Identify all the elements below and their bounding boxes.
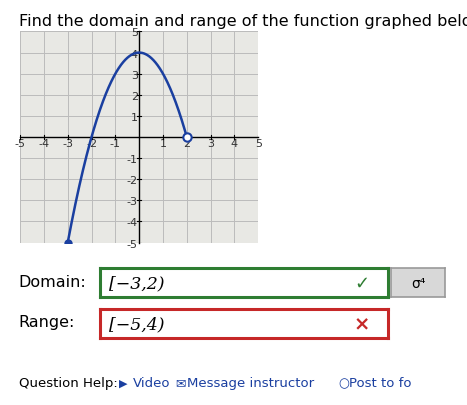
Text: Video: Video [133,376,170,389]
Text: ✉: ✉ [175,376,185,389]
Text: Message instructor: Message instructor [187,376,314,389]
Text: ×: × [354,314,370,333]
Text: Find the domain and range of the function graphed below.: Find the domain and range of the functio… [19,14,467,29]
Text: ○: ○ [339,376,349,389]
Text: Range:: Range: [19,315,75,329]
Text: Question Help:: Question Help: [19,376,117,389]
Text: σ⁴: σ⁴ [411,276,425,290]
Text: ✓: ✓ [354,274,369,292]
Text: [−3,2): [−3,2) [109,275,164,292]
Text: Post to fo: Post to fo [349,376,412,389]
Text: Domain:: Domain: [19,274,86,289]
Text: ▶: ▶ [119,378,127,388]
Text: [−5,4): [−5,4) [109,315,164,332]
